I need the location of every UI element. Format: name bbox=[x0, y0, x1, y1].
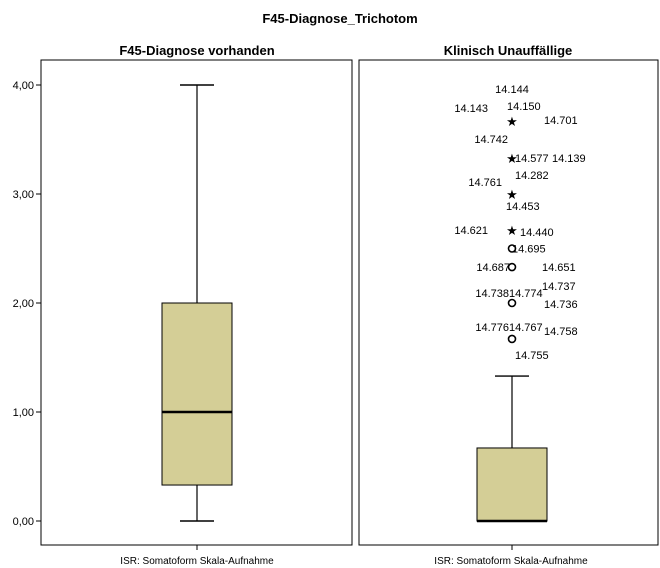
outlier-label-7-1: 14.767 bbox=[509, 322, 543, 334]
outlier-label-1-1: 14.577 bbox=[515, 153, 549, 165]
left-box bbox=[161, 302, 233, 486]
outlier-label-0-3: 14.701 bbox=[544, 115, 578, 127]
outlier-marker-6 bbox=[507, 298, 517, 308]
y-tick-label-2: 2,00 bbox=[13, 298, 34, 310]
outlier-label-3-2: 14.440 bbox=[520, 227, 554, 239]
outlier-marker-3: ★ bbox=[506, 224, 518, 239]
panel-left: F45-Diagnose vorhanden ISR: Somatoform S… bbox=[40, 43, 353, 567]
outlier-marker-7 bbox=[507, 334, 517, 344]
outlier-label-0-0: 14.144 bbox=[495, 84, 529, 96]
outlier-label-2-1: 14.282 bbox=[515, 170, 549, 182]
outlier-label-3-0: 14.453 bbox=[506, 201, 540, 213]
outlier-label-6-1: 14.774 bbox=[509, 288, 543, 300]
outlier-label-1-0: 14.742 bbox=[474, 134, 508, 146]
y-tick-label-1: 1,00 bbox=[13, 407, 34, 419]
outlier-marker-4 bbox=[507, 244, 517, 253]
outlier-marker-5 bbox=[507, 262, 517, 272]
outlier-label-4-0: 14.695 bbox=[512, 244, 546, 256]
outlier-label-7-2: 14.758 bbox=[544, 326, 578, 338]
outlier-label-7-3: 14.755 bbox=[515, 350, 549, 362]
panel-right-frame bbox=[358, 59, 659, 546]
panel-right-xlabel: ISR: Somatoform Skala-Aufnahme bbox=[434, 556, 588, 567]
outlier-label-2-0: 14.761 bbox=[468, 177, 502, 189]
right-box bbox=[476, 447, 548, 522]
y-tick-label-0: 0,00 bbox=[13, 516, 34, 528]
outlier-marker-2: ★ bbox=[506, 188, 518, 203]
outlier-marker-0: ★ bbox=[506, 115, 518, 130]
outlier-marker-1: ★ bbox=[506, 152, 518, 167]
y-tick-label-3: 3,00 bbox=[13, 189, 34, 201]
y-tick-label-4: 4,00 bbox=[13, 80, 34, 92]
panel-right: Klinisch Unauffällige ★ 14.144 14.143 14.15… bbox=[358, 43, 659, 567]
outlier-label-6-3: 14.736 bbox=[544, 299, 578, 311]
outlier-label-6-2: 14.737 bbox=[542, 281, 576, 293]
panel-left-xlabel: ISR: Somatoform Skala-Aufnahme bbox=[120, 556, 274, 567]
outlier-label-1-2: 14.139 bbox=[552, 153, 586, 165]
outlier-label-6-0: 14.738 bbox=[475, 288, 509, 300]
outlier-label-5-1: 14.651 bbox=[542, 262, 576, 274]
chart-title: F45-Diagnose_Trichotom bbox=[262, 11, 417, 26]
outlier-label-0-2: 14.150 bbox=[507, 101, 541, 113]
outlier-label-5-0: 14.687 bbox=[476, 262, 510, 274]
y-axis: 0,00 1,00 2,00 3,00 4,00 bbox=[13, 80, 41, 528]
outlier-label-3-1: 14.621 bbox=[454, 225, 488, 237]
panel-left-title: F45-Diagnose vorhanden bbox=[119, 43, 274, 58]
panel-right-title: Klinisch Unauffällige bbox=[444, 43, 573, 58]
outlier-label-7-0: 14.776 bbox=[475, 322, 509, 334]
outlier-label-0-1: 14.143 bbox=[454, 103, 488, 115]
